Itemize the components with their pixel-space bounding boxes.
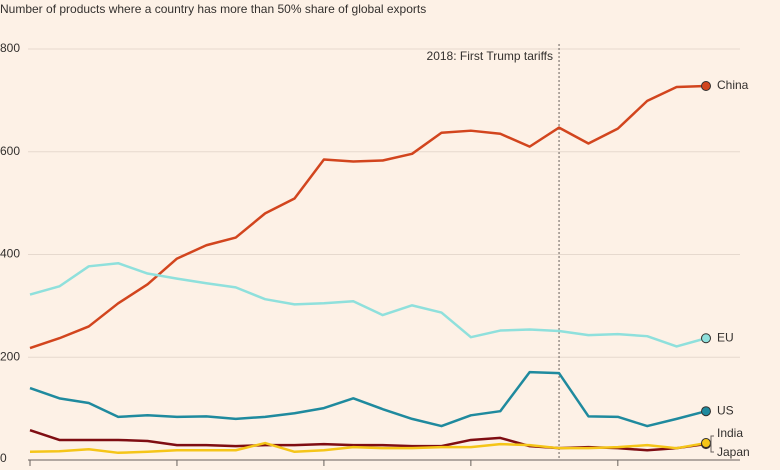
annotation-text: 2018: First Trump tariffs [427, 49, 554, 63]
series-line [29, 84, 707, 350]
series-label: Japan [717, 445, 750, 459]
y-tick-label: 400 [0, 247, 20, 261]
series-label: India [717, 426, 743, 440]
chart-title: Number of products where a country has m… [0, 2, 426, 16]
series-line [29, 370, 707, 428]
y-tick-label: 600 [0, 144, 20, 158]
y-tick-label: 200 [0, 349, 20, 363]
series-label: US [717, 403, 734, 417]
end-dot [701, 438, 711, 449]
series-line [29, 441, 707, 455]
end-dot [701, 333, 711, 344]
series-label: EU [717, 330, 734, 344]
end-dot [701, 80, 711, 91]
y-tick-label: 800 [0, 41, 20, 55]
series-label: China [717, 78, 749, 92]
y-tick-label: 0 [0, 451, 7, 465]
series-line [29, 261, 707, 348]
label-bracket [710, 435, 714, 453]
end-dot [701, 406, 711, 417]
